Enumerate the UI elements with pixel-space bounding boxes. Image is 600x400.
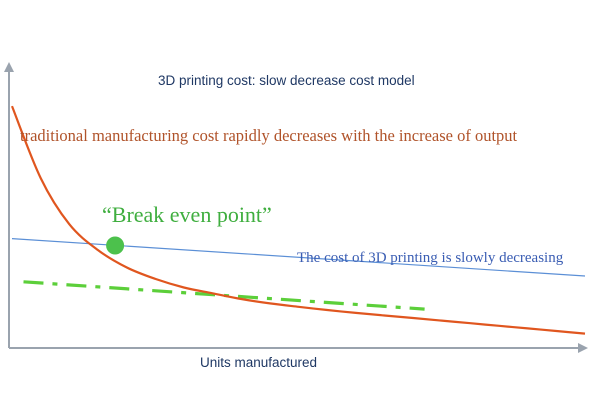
series-layer xyxy=(10,105,586,335)
series-line-traditional xyxy=(10,105,586,335)
x-axis-arrow-icon xyxy=(578,343,588,353)
annotation-traditional: traditional manufacturing cost rapidly d… xyxy=(20,126,518,145)
y-axis-arrow-icon xyxy=(4,62,14,72)
annotation-break-even-point: “Break even point” xyxy=(102,202,272,227)
x-axis-label: Units manufactured xyxy=(200,355,317,370)
break-even-point-marker xyxy=(106,236,125,255)
chart-title: 3D printing cost: slow decrease cost mod… xyxy=(158,73,415,88)
axes xyxy=(4,62,588,353)
annotation-3d-printing: The cost of 3D printing is slowly decrea… xyxy=(297,250,564,266)
